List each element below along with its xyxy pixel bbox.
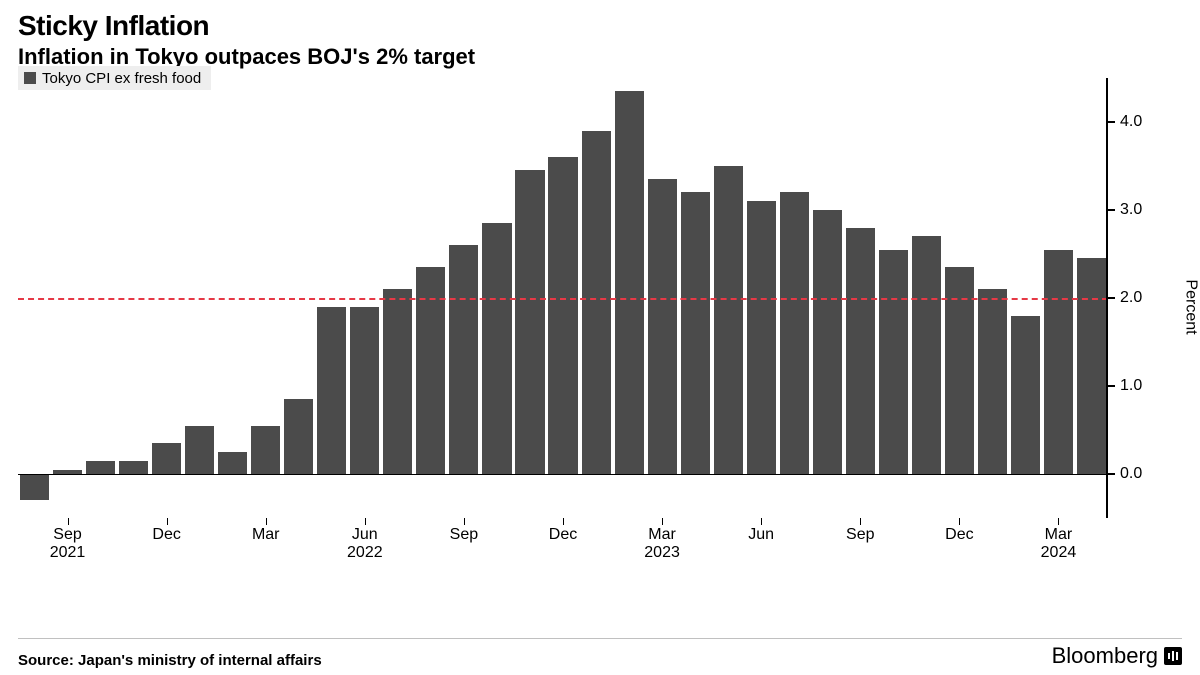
bar [449, 245, 478, 474]
y-tick-label: 0.0 [1120, 465, 1142, 483]
bar [912, 236, 941, 474]
bar [846, 228, 875, 474]
y-tick-label: 1.0 [1120, 377, 1142, 395]
bar [185, 426, 214, 474]
bar [1077, 258, 1106, 474]
x-tick-label: Mar2023 [644, 526, 680, 563]
y-tick-mark [1108, 209, 1115, 211]
y-tick-mark [1108, 297, 1115, 299]
bar [251, 426, 280, 474]
x-tick-label: Jun2022 [347, 526, 383, 563]
bar [383, 289, 412, 474]
x-tick-mark [1058, 518, 1059, 525]
bar [648, 179, 677, 474]
bar [86, 461, 115, 474]
plot-area [18, 78, 1108, 518]
bar [317, 307, 346, 474]
x-tick-mark [860, 518, 861, 525]
bar [548, 157, 577, 474]
bar [482, 223, 511, 474]
x-tick-mark [167, 518, 168, 525]
x-tick-mark [266, 518, 267, 525]
bar [119, 461, 148, 474]
chart-area: Tokyo CPI ex fresh food 0.01.02.03.04.0 … [18, 66, 1182, 561]
x-tick-label: Dec [945, 526, 973, 544]
bar [780, 192, 809, 474]
x-tick-mark [761, 518, 762, 525]
y-tick-mark [1108, 385, 1115, 387]
x-tick-mark [68, 518, 69, 525]
bar [879, 250, 908, 474]
bar [747, 201, 776, 474]
y-tick-label: 2.0 [1120, 289, 1142, 307]
x-tick-mark [464, 518, 465, 525]
source-text: Source: Japan's ministry of internal aff… [18, 652, 322, 669]
bar [350, 307, 379, 474]
bar [615, 91, 644, 474]
bar [978, 289, 1007, 474]
x-tick-label: Mar2024 [1041, 526, 1077, 563]
y-tick-mark [1108, 121, 1115, 123]
bar [1011, 316, 1040, 474]
x-tick-mark [365, 518, 366, 525]
y-axis-title: Percent [1182, 279, 1200, 334]
brand-logo: Bloomberg [1052, 643, 1182, 669]
x-tick-label: Sep [450, 526, 478, 544]
x-tick-label: Dec [152, 526, 180, 544]
y-tick-label: 4.0 [1120, 113, 1142, 131]
bar [152, 443, 181, 474]
x-tick-mark [662, 518, 663, 525]
brand-icon [1164, 647, 1182, 665]
x-tick-mark [959, 518, 960, 525]
y-tick-mark [1108, 473, 1115, 475]
x-axis: Sep2021 Dec Mar Jun2022 Sep Dec Mar2023 Jun Sep D… [18, 518, 1108, 573]
bar [1044, 250, 1073, 474]
target-line [18, 298, 1108, 300]
bar [284, 399, 313, 474]
x-tick-label: Jun [748, 526, 774, 544]
x-tick-label: Mar [252, 526, 280, 544]
bar [714, 166, 743, 474]
bar [582, 131, 611, 474]
x-tick-mark [563, 518, 564, 525]
x-tick-label: Dec [549, 526, 577, 544]
zero-gridline [18, 474, 1108, 475]
bar [813, 210, 842, 474]
bar [515, 170, 544, 474]
bar [218, 452, 247, 474]
x-tick-label: Sep2021 [50, 526, 86, 563]
chart-title: Sticky Inflation [18, 10, 1182, 42]
bar [681, 192, 710, 474]
y-tick-label: 3.0 [1120, 201, 1142, 219]
brand-text: Bloomberg [1052, 643, 1158, 669]
x-tick-label: Sep [846, 526, 874, 544]
bar [20, 474, 49, 500]
